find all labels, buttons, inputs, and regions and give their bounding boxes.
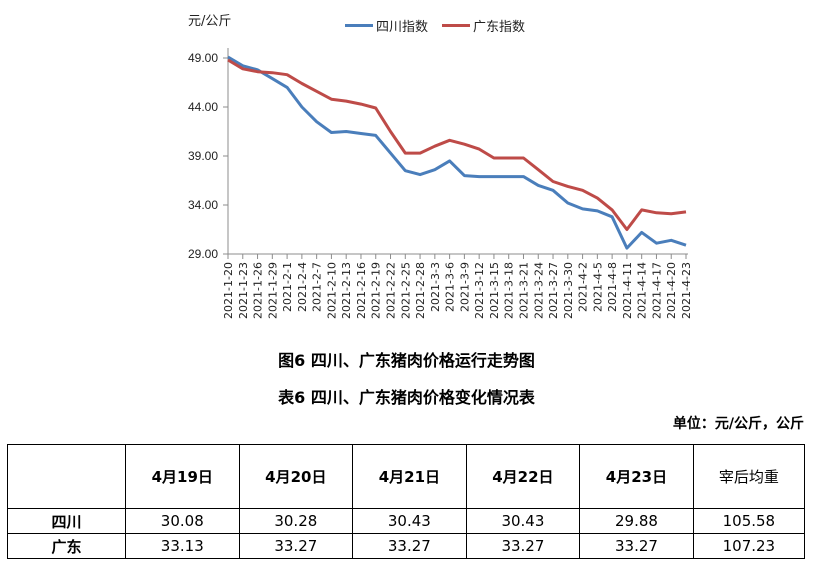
- legend-swatch-sichuan: [345, 24, 373, 27]
- header-date: 4月20日: [238, 444, 354, 509]
- svg-text:2021-3-30: 2021-3-30: [562, 262, 575, 319]
- svg-text:2021-2-28: 2021-2-28: [414, 262, 427, 319]
- svg-text:2021-2-4: 2021-2-4: [296, 262, 309, 312]
- table-cell: 33.13: [125, 533, 240, 559]
- svg-text:2021-3-9: 2021-3-9: [458, 262, 471, 312]
- price-table: 4月19日 4月20日 4月21日 4月22日 4月23日 宰后均重 四川 30…: [7, 444, 806, 559]
- svg-text:2021-3-15: 2021-3-15: [488, 262, 501, 319]
- chart-axes: 29.00 34.00 39.00 44.00 49.00: [188, 48, 688, 261]
- svg-text:29.00: 29.00: [188, 247, 218, 261]
- chart-series: [227, 55, 687, 250]
- svg-text:2021-3-27: 2021-3-27: [547, 262, 560, 319]
- legend-label-sichuan: 四川指数: [376, 20, 429, 35]
- table-cell: 105.58: [692, 508, 806, 534]
- svg-text:2021-3-3: 2021-3-3: [429, 262, 442, 312]
- legend-item-sichuan: 四川指数: [345, 16, 428, 35]
- svg-text:2021-2-10: 2021-2-10: [325, 262, 338, 319]
- svg-text:44.00: 44.00: [188, 100, 218, 114]
- row-label: 广东: [7, 533, 126, 559]
- table-cell: 33.27: [465, 533, 581, 559]
- row-label: 四川: [7, 508, 126, 534]
- table-cell: 30.43: [352, 508, 467, 534]
- legend-swatch-guangdong: [442, 24, 471, 27]
- svg-text:2021-4-11: 2021-4-11: [621, 262, 634, 319]
- chart-legend: 四川指数 广东指数: [345, 16, 525, 35]
- svg-text:2021-4-2: 2021-4-2: [577, 262, 590, 312]
- svg-text:2021-3-21: 2021-3-21: [517, 262, 530, 319]
- table-row: 广东 33.13 33.27 33.27 33.27 33.27 107.23: [7, 533, 806, 559]
- svg-text:2021-3-6: 2021-3-6: [444, 262, 457, 312]
- table-row: 四川 30.08 30.28 30.43 30.43 29.88 105.58: [7, 508, 806, 534]
- svg-text:2021-1-23: 2021-1-23: [237, 262, 250, 319]
- svg-text:2021-4-8: 2021-4-8: [606, 262, 619, 312]
- figure-title: 图6 四川、广东猪肉价格运行走势图: [278, 351, 535, 370]
- y-axis-unit-label: 元/公斤: [188, 14, 232, 29]
- table-cell: 30.28: [238, 508, 354, 534]
- table-title: 表6 四川、广东猪肉价格变化情况表: [278, 388, 535, 407]
- table-cell: 33.27: [238, 533, 354, 559]
- svg-text:2021-3-12: 2021-3-12: [473, 262, 486, 319]
- svg-text:2021-4-17: 2021-4-17: [650, 262, 663, 319]
- header-avg-weight: 宰后均重: [692, 444, 806, 509]
- svg-text:2021-1-20: 2021-1-20: [222, 262, 235, 319]
- legend-item-guangdong: 广东指数: [442, 16, 525, 35]
- svg-text:49.00: 49.00: [188, 51, 218, 65]
- header-date: 4月23日: [579, 444, 694, 509]
- svg-text:2021-4-14: 2021-4-14: [636, 262, 649, 319]
- svg-text:2021-4-20: 2021-4-20: [665, 262, 678, 319]
- svg-text:2021-1-29: 2021-1-29: [266, 262, 279, 319]
- legend-label-guangdong: 广东指数: [473, 20, 526, 35]
- header-date: 4月22日: [465, 444, 581, 509]
- table-cell: 33.27: [352, 533, 467, 559]
- unit-note: 单位：元/公斤，公斤: [672, 416, 804, 432]
- table-cell: 107.23: [692, 533, 806, 559]
- table-cell: 29.88: [579, 508, 694, 534]
- table-cell: 33.27: [579, 533, 694, 559]
- svg-text:2021-4-5: 2021-4-5: [591, 262, 604, 312]
- svg-text:2021-2-19: 2021-2-19: [370, 262, 383, 319]
- svg-text:2021-2-16: 2021-2-16: [355, 262, 368, 319]
- header-date: 4月19日: [125, 444, 240, 509]
- svg-text:2021-2-1: 2021-2-1: [281, 262, 294, 312]
- svg-text:2021-2-25: 2021-2-25: [399, 262, 412, 319]
- header-empty: [7, 444, 126, 509]
- svg-text:39.00: 39.00: [188, 149, 218, 163]
- svg-text:2021-3-18: 2021-3-18: [503, 262, 516, 319]
- svg-text:2021-2-13: 2021-2-13: [340, 262, 353, 319]
- table-cell: 30.08: [125, 508, 240, 534]
- svg-text:2021-2-7: 2021-2-7: [311, 262, 324, 312]
- svg-text:34.00: 34.00: [188, 198, 218, 212]
- svg-text:2021-1-26: 2021-1-26: [252, 262, 265, 319]
- svg-text:2021-3-24: 2021-3-24: [532, 262, 545, 319]
- svg-text:2021-2-22: 2021-2-22: [385, 262, 398, 319]
- table-header-row: 4月19日 4月20日 4月21日 4月22日 4月23日 宰后均重: [7, 444, 806, 509]
- table-cell: 30.43: [465, 508, 581, 534]
- svg-text:2021-4-23: 2021-4-23: [680, 262, 693, 319]
- x-axis-labels: 2021-1-20 2021-1-23 2021-1-26 2021-1-29 2021…: [222, 262, 693, 319]
- header-date: 4月21日: [352, 444, 467, 509]
